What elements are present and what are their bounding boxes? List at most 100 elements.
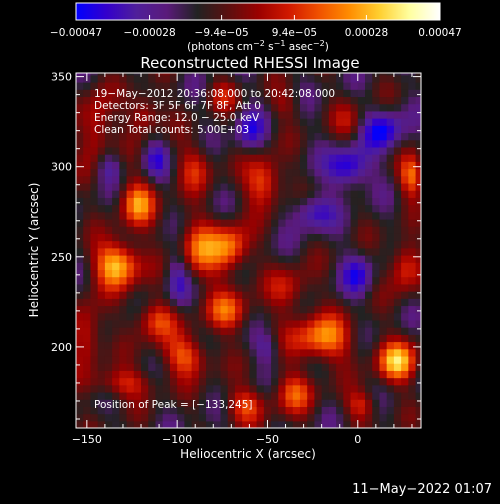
- heatmap-cell: [191, 233, 200, 242]
- heatmap-cell: [328, 197, 337, 206]
- heatmap-cell: [90, 406, 99, 415]
- heatmap-cell: [83, 240, 92, 249]
- heatmap-cell: [401, 348, 409, 357]
- heatmap-cell: [372, 233, 381, 242]
- heatmap-cell: [328, 247, 337, 256]
- heatmap-cell: [133, 348, 142, 357]
- heatmap-cell: [234, 283, 243, 292]
- heatmap-cell: [307, 413, 316, 422]
- heatmap-cell: [379, 291, 388, 299]
- heatmap-cell: [227, 161, 236, 170]
- heatmap-cell: [350, 269, 359, 278]
- heatmap-cell: [141, 334, 149, 343]
- heatmap-cell: [285, 154, 294, 162]
- y-tick-label: 200: [51, 341, 72, 354]
- heatmap-cell: [357, 96, 366, 105]
- heatmap-cell: [148, 89, 157, 98]
- heatmap-cell: [249, 262, 258, 271]
- heatmap-cell: [198, 118, 207, 126]
- heatmap-cell: [112, 73, 120, 76]
- heatmap-cell: [112, 218, 120, 227]
- heatmap-cell: [292, 226, 301, 234]
- heatmap-cell: [97, 154, 106, 162]
- heatmap-cell: [292, 132, 301, 141]
- heatmap-cell: [104, 190, 113, 198]
- heatmap-cell: [249, 73, 258, 76]
- heatmap-cell: [393, 377, 402, 386]
- heatmap-cell: [379, 319, 388, 328]
- heatmap-cell: [415, 190, 421, 198]
- heatmap-cell: [285, 283, 294, 292]
- heatmap-cell: [162, 363, 171, 371]
- heatmap-cell: [126, 276, 135, 285]
- heatmap-cell: [256, 240, 265, 249]
- heatmap-cell: [350, 255, 359, 263]
- heatmap-cell: [234, 204, 243, 213]
- heatmap-cell: [249, 240, 258, 249]
- heatmap-cell: [220, 103, 229, 112]
- heatmap-cell: [191, 283, 200, 292]
- heatmap-cell: [299, 298, 308, 307]
- heatmap-cell: [408, 391, 417, 400]
- heatmap-cell: [206, 125, 214, 134]
- heatmap-cell: [227, 226, 236, 234]
- heatmap-cell: [357, 197, 366, 206]
- heatmap-cell: [307, 175, 316, 184]
- heatmap-cell: [97, 182, 106, 191]
- heatmap-cell: [177, 348, 185, 357]
- heatmap-cell: [321, 377, 330, 386]
- heatmap-cell: [357, 154, 366, 162]
- heatmap-cell: [415, 305, 421, 314]
- heatmap-cell: [386, 118, 395, 126]
- heatmap-cell: [271, 291, 279, 299]
- heatmap-cell: [263, 240, 272, 249]
- heatmap-cell: [336, 139, 344, 148]
- heatmap-cell: [155, 211, 164, 220]
- heatmap-cell: [408, 355, 417, 364]
- heatmap-cell: [263, 255, 272, 263]
- heatmap-cell: [393, 146, 402, 155]
- heatmap-cell: [307, 262, 316, 271]
- heatmap-cell: [155, 377, 164, 386]
- heatmap-cell: [343, 312, 352, 321]
- heatmap-cell: [357, 132, 366, 141]
- heatmap-cell: [386, 334, 395, 343]
- heatmap-cell: [184, 377, 193, 386]
- plot-frame: [75, 72, 422, 429]
- heatmap-cell: [343, 255, 352, 263]
- heatmap-cell: [141, 161, 149, 170]
- heatmap-cell: [350, 276, 359, 285]
- heatmap-cell: [372, 391, 381, 400]
- heatmap-cell: [256, 370, 265, 379]
- heatmap-cell: [191, 370, 200, 379]
- heatmap-cell: [314, 146, 323, 155]
- heatmap-cell: [263, 132, 272, 141]
- heatmap-cell: [336, 341, 344, 350]
- heatmap-cell: [285, 233, 294, 242]
- heatmap-cell: [350, 204, 359, 213]
- heatmap-cell: [90, 255, 99, 263]
- heatmap-cell: [155, 305, 164, 314]
- heatmap-cell: [213, 291, 222, 299]
- heatmap-cell: [133, 406, 142, 415]
- heatmap-cell: [408, 110, 417, 119]
- heatmap-cell: [213, 413, 222, 422]
- heatmap-cell: [393, 118, 402, 126]
- heatmap-cell: [169, 182, 178, 191]
- heatmap-cell: [83, 197, 92, 206]
- heatmap-cell: [299, 399, 308, 407]
- heatmap-cell: [206, 377, 214, 386]
- heatmap-cell: [220, 348, 229, 357]
- heatmap-cell: [220, 89, 229, 98]
- heatmap-cell: [328, 82, 337, 90]
- heatmap-cell: [184, 413, 193, 422]
- heatmap-cell: [184, 399, 193, 407]
- annotation-counts: Clean Total counts: 5.00E+03: [94, 124, 249, 136]
- heatmap-cell: [408, 312, 417, 321]
- heatmap-cell: [336, 312, 344, 321]
- heatmap-cell: [198, 190, 207, 198]
- heatmap-cell: [184, 319, 193, 328]
- heatmap-cell: [184, 384, 193, 393]
- heatmap-cell: [141, 125, 149, 134]
- heatmap-cell: [148, 226, 157, 234]
